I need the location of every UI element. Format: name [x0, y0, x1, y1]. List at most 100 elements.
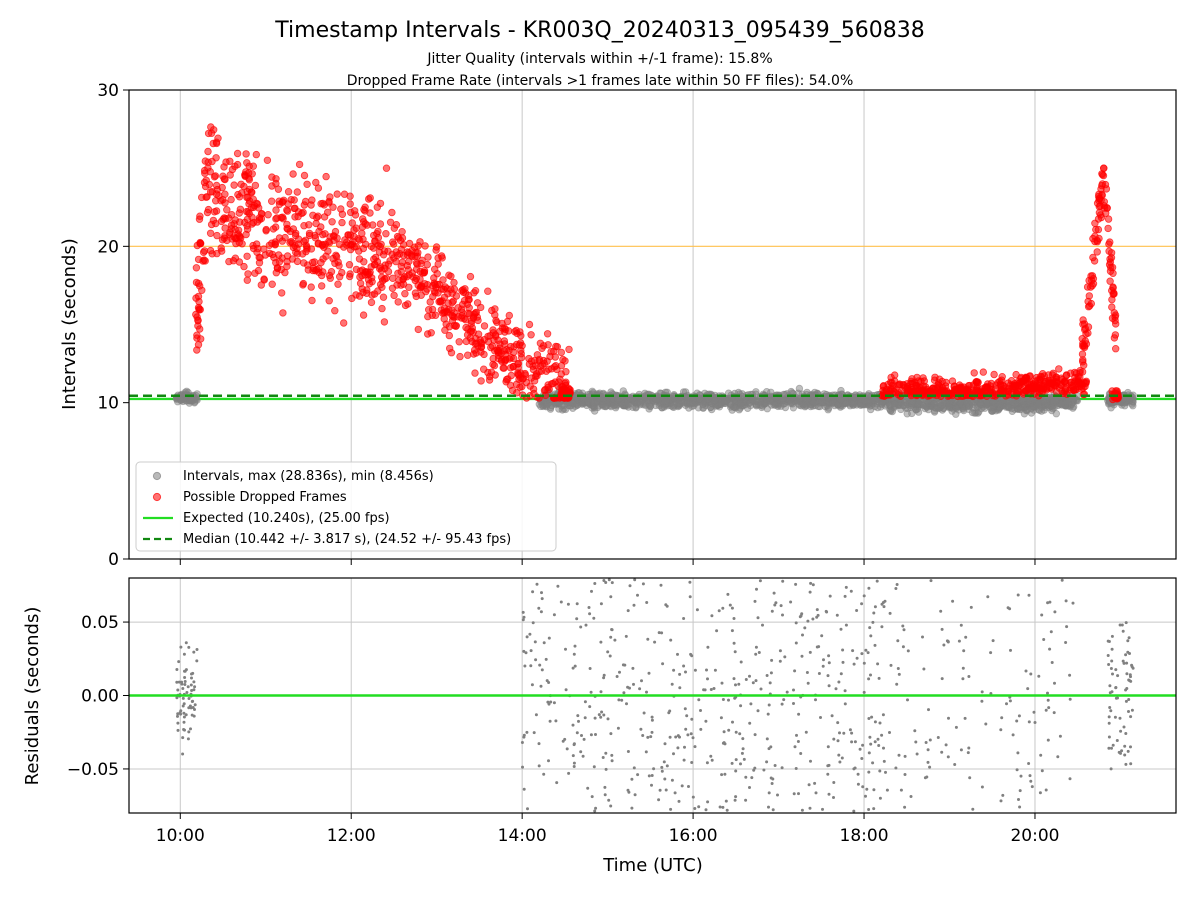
residual-point: [1037, 674, 1041, 678]
dropped-frame-point: [359, 215, 367, 223]
dropped-frame-point: [509, 363, 517, 371]
dropped-frame-point: [480, 322, 489, 330]
dropped-frame-point: [418, 256, 426, 264]
dropped-frame-point: [552, 362, 560, 370]
dropped-frame-point: [446, 344, 454, 353]
dropped-frame-point: [298, 250, 307, 258]
dropped-frame-point: [403, 261, 411, 270]
residual-point: [971, 807, 975, 811]
residual-point: [185, 691, 189, 694]
residual-point: [794, 621, 798, 625]
residual-point: [712, 687, 716, 690]
residual-point: [1064, 641, 1068, 644]
residual-point: [1018, 789, 1022, 793]
residual-point: [631, 666, 635, 670]
residual-point: [730, 761, 734, 765]
residual-point: [609, 635, 613, 639]
dropped-frame-point: [911, 388, 919, 396]
residual-point: [556, 584, 560, 588]
dropped-frame-point: [369, 221, 377, 229]
interval-point: [744, 404, 752, 412]
residual-point: [689, 652, 693, 656]
residual-point: [944, 743, 948, 747]
residual-point: [821, 807, 824, 811]
dropped-frame-point: [254, 266, 263, 275]
residual-point: [1044, 788, 1048, 792]
residual-point: [594, 806, 598, 810]
residual-point: [1107, 715, 1111, 719]
residual-point: [1120, 623, 1124, 627]
residual-point: [589, 733, 593, 737]
dropped-frame-point: [1017, 373, 1025, 382]
residual-point: [1124, 762, 1128, 766]
dropped-frame-point: [1104, 215, 1113, 223]
residual-point: [622, 691, 626, 695]
residual-point: [770, 782, 774, 785]
residual-point: [929, 579, 933, 583]
residual-point: [843, 594, 847, 598]
residual-point: [742, 757, 746, 761]
dropped-frame-point: [1057, 374, 1065, 382]
dropped-frame-point: [348, 294, 356, 303]
residual-point: [725, 808, 729, 812]
dropped-frame-point: [335, 240, 344, 249]
residual-point: [1029, 672, 1033, 676]
residual-point: [855, 656, 859, 660]
residual-point: [867, 751, 871, 755]
residual-point: [852, 767, 856, 771]
dropped-frame-point: [264, 210, 272, 219]
dropped-frame-point: [445, 271, 453, 279]
residual-point: [895, 583, 899, 586]
interval-point: [661, 397, 670, 405]
residual-point: [520, 741, 524, 744]
residual-point: [193, 703, 197, 707]
residual-point: [767, 805, 770, 809]
dropped-frame-point: [470, 310, 478, 318]
dropped-frame-point: [398, 227, 406, 236]
dropped-frame-point: [379, 293, 388, 301]
residual-point: [844, 585, 848, 589]
interval-point: [628, 395, 637, 403]
interval-point: [1069, 402, 1078, 411]
residual-point: [739, 704, 743, 708]
residual-point: [940, 627, 944, 631]
dropped-frame-point: [378, 273, 386, 281]
dropped-frame-point: [1089, 280, 1098, 288]
residual-point: [597, 713, 601, 717]
residual-point: [1030, 785, 1034, 789]
residual-point: [1111, 743, 1115, 747]
residual-point: [748, 786, 751, 789]
residual-point: [835, 613, 839, 617]
dropped-frame-point: [493, 346, 501, 354]
residual-point: [1107, 663, 1111, 666]
residual-point: [663, 777, 667, 781]
dropped-frame-point: [329, 203, 337, 211]
residual-point: [755, 587, 758, 591]
dropped-frame-point: [193, 313, 201, 321]
dropped-frame-point: [384, 267, 393, 276]
residual-point: [872, 807, 876, 811]
dropped-frame-point: [401, 290, 409, 298]
residual-point: [855, 609, 859, 612]
dropped-frame-point: [206, 246, 215, 255]
residual-point: [684, 727, 688, 731]
y-axis-label-intervals: Intervals (seconds): [59, 238, 80, 410]
residual-point: [862, 661, 866, 665]
residual-point: [838, 760, 842, 764]
residual-point: [1008, 607, 1012, 611]
residual-point: [1039, 753, 1043, 757]
residual-point: [1107, 735, 1111, 739]
residual-point: [876, 662, 880, 666]
residual-point: [778, 659, 782, 663]
residual-point: [749, 702, 753, 706]
dropped-frame-point: [324, 208, 332, 216]
dropped-frame-point: [249, 195, 257, 203]
residual-point: [881, 601, 885, 604]
residual-point: [613, 638, 617, 642]
dropped-frame-point: [454, 304, 462, 312]
dropped-frame-point: [489, 329, 497, 337]
dropped-frame-point: [392, 220, 401, 229]
residual-point: [724, 799, 728, 803]
dropped-frame-point: [426, 298, 434, 306]
dropped-frame-point: [1103, 204, 1111, 212]
